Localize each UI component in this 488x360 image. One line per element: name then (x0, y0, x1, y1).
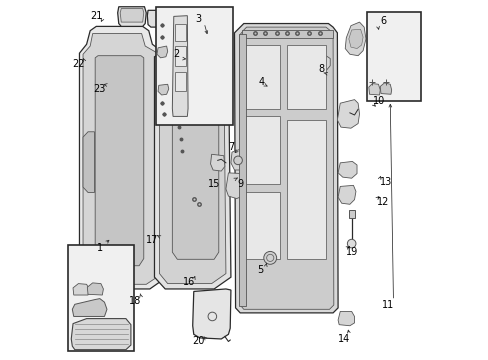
Polygon shape (315, 56, 329, 70)
Polygon shape (337, 185, 355, 204)
Polygon shape (118, 7, 146, 26)
Text: 21: 21 (90, 12, 102, 21)
Polygon shape (158, 84, 168, 95)
Polygon shape (192, 289, 230, 339)
Circle shape (346, 239, 355, 248)
Text: 19: 19 (346, 247, 358, 257)
Polygon shape (71, 319, 131, 350)
Polygon shape (172, 55, 218, 259)
Text: 20: 20 (192, 337, 204, 346)
Polygon shape (172, 16, 188, 116)
Bar (244, 116, 279, 184)
Bar (67, 246, 134, 351)
Polygon shape (157, 46, 167, 58)
Polygon shape (177, 14, 213, 29)
Text: 15: 15 (207, 179, 220, 189)
Bar (156, 8, 232, 125)
Bar (239, 34, 245, 306)
Bar (244, 45, 279, 109)
Polygon shape (337, 100, 359, 128)
Text: 14: 14 (337, 334, 349, 344)
Polygon shape (210, 154, 224, 171)
Text: 16: 16 (183, 277, 195, 287)
Polygon shape (120, 9, 143, 22)
Text: 9: 9 (237, 179, 243, 189)
Bar (286, 120, 325, 259)
Polygon shape (87, 283, 103, 295)
Polygon shape (345, 22, 365, 56)
Polygon shape (230, 150, 244, 170)
Text: 7: 7 (227, 142, 234, 152)
Text: 2: 2 (173, 49, 180, 59)
Bar (366, 12, 420, 101)
Bar (348, 210, 354, 217)
Polygon shape (214, 15, 229, 28)
Bar (241, 30, 332, 38)
Polygon shape (72, 298, 107, 316)
Polygon shape (95, 56, 143, 266)
Polygon shape (159, 34, 225, 284)
Text: 6: 6 (379, 16, 386, 26)
Text: 1: 1 (97, 243, 102, 253)
Text: 17: 17 (146, 235, 158, 245)
Bar (175, 46, 185, 66)
Polygon shape (83, 132, 94, 193)
Polygon shape (239, 27, 333, 309)
Polygon shape (337, 311, 354, 326)
Circle shape (233, 156, 242, 165)
Polygon shape (83, 33, 162, 284)
Circle shape (263, 251, 276, 264)
Text: 4: 4 (258, 77, 264, 87)
Text: 8: 8 (318, 64, 324, 74)
Bar (244, 192, 279, 259)
Polygon shape (80, 26, 167, 289)
Text: 10: 10 (373, 96, 385, 106)
Text: 18: 18 (129, 296, 142, 306)
Text: 3: 3 (195, 14, 202, 23)
Text: 23: 23 (93, 84, 106, 94)
Text: 12: 12 (376, 197, 388, 207)
Polygon shape (348, 29, 363, 49)
Text: 11: 11 (381, 300, 393, 310)
Polygon shape (234, 23, 337, 313)
Text: 13: 13 (379, 177, 391, 187)
Polygon shape (147, 10, 165, 27)
Polygon shape (225, 173, 244, 199)
Text: 22: 22 (72, 59, 84, 69)
Polygon shape (73, 284, 89, 295)
Bar (175, 72, 185, 91)
Polygon shape (380, 83, 391, 94)
Polygon shape (368, 84, 380, 95)
Polygon shape (154, 31, 230, 289)
Polygon shape (337, 161, 356, 178)
Text: 5: 5 (257, 265, 263, 275)
Bar (175, 23, 185, 41)
Bar (286, 45, 325, 109)
